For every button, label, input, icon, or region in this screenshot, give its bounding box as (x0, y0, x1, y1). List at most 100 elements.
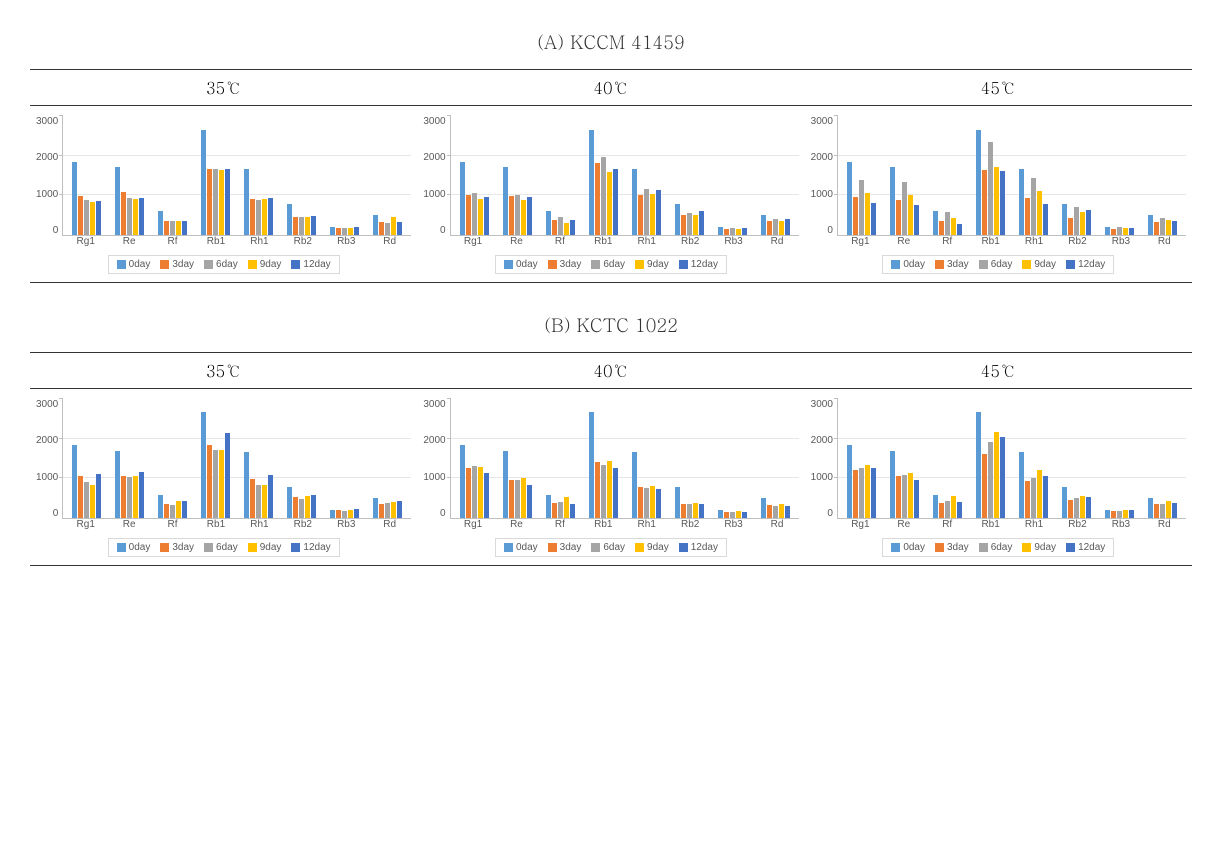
bar (1074, 207, 1079, 235)
bar (1068, 218, 1073, 235)
bar (687, 213, 692, 235)
x-tick-label: Rh1 (1012, 236, 1055, 247)
bar (847, 445, 852, 518)
legend-label: 3day (560, 259, 582, 270)
legend-swatch (979, 260, 988, 269)
bar (182, 501, 187, 518)
legend-swatch (291, 543, 300, 552)
bar (871, 468, 876, 518)
bar (348, 510, 353, 518)
y-tick-label: 1000 (36, 472, 58, 483)
bar (564, 497, 569, 518)
bar (121, 476, 126, 518)
gridline (63, 155, 411, 156)
x-tick-label: Rh1 (625, 236, 668, 247)
x-tick-label: Rf (538, 236, 581, 247)
legend-swatch (117, 543, 126, 552)
bar (207, 445, 212, 518)
bar (305, 496, 310, 518)
y-tick-label: 2000 (36, 152, 58, 163)
bar (908, 195, 913, 235)
legend-item: 6day (591, 259, 625, 270)
y-tick-label: 2000 (423, 152, 445, 163)
category-group (503, 451, 532, 518)
legend-item: 6day (204, 542, 238, 553)
bar (1086, 210, 1091, 235)
legend-swatch (591, 260, 600, 269)
x-tick-label: Rg1 (451, 236, 494, 247)
bar (853, 197, 858, 235)
bar (693, 503, 698, 518)
legend-swatch (248, 543, 257, 552)
x-tick-label: Rb3 (1099, 236, 1142, 247)
bar (650, 486, 655, 518)
bar (127, 198, 132, 235)
legend-swatch (1066, 543, 1075, 552)
category-group (589, 412, 618, 518)
x-tick-label: Rd (755, 519, 798, 530)
y-tick-label: 1000 (811, 189, 833, 200)
legend-label: 0day (903, 542, 925, 553)
legend-label: 0day (516, 542, 538, 553)
bar (1074, 498, 1079, 518)
category-group (201, 130, 230, 235)
bar (761, 215, 766, 235)
bar (250, 199, 255, 235)
legend-item: 12day (291, 542, 330, 553)
y-tick-label: 2000 (811, 435, 833, 446)
category-group (847, 162, 876, 235)
bar (96, 201, 101, 235)
temperature-label: 35℃ (30, 353, 417, 388)
y-tick-label: 1000 (811, 472, 833, 483)
x-tick-label: Rg1 (64, 519, 107, 530)
category-group (330, 509, 359, 518)
bar (472, 193, 477, 235)
bar (613, 169, 618, 235)
category-group (460, 445, 489, 518)
bar (158, 495, 163, 518)
bar (558, 217, 563, 235)
legend-label: 12day (303, 542, 330, 553)
x-tick-label: Re (107, 236, 150, 247)
bar (250, 479, 255, 518)
legend-label: 6day (991, 259, 1013, 270)
x-tick-label: Rh1 (238, 236, 281, 247)
bar (718, 510, 723, 518)
category-group (201, 412, 230, 518)
bar (767, 221, 772, 235)
x-tick-label: Rb3 (712, 519, 755, 530)
bar (84, 200, 89, 235)
bar (348, 228, 353, 235)
gridline (451, 155, 799, 156)
bar (1062, 204, 1067, 235)
bar (127, 477, 132, 518)
bar (736, 229, 741, 235)
legend-item: 0day (504, 542, 538, 553)
bar (890, 451, 895, 518)
bar (730, 512, 735, 518)
legend-item: 3day (548, 259, 582, 270)
bar (896, 200, 901, 235)
bar (595, 163, 600, 235)
bar (724, 229, 729, 235)
bar (293, 497, 298, 518)
bar (1031, 478, 1036, 518)
category-group (718, 510, 747, 518)
bar (871, 203, 876, 235)
chart-plot: 3000200010000 (423, 399, 798, 519)
legend-swatch (204, 543, 213, 552)
bar (570, 220, 575, 235)
chart-plot: 3000200010000 (423, 116, 798, 236)
legend-label: 9day (647, 259, 669, 270)
legend-label: 3day (560, 542, 582, 553)
bar (638, 195, 643, 235)
legend-item: 9day (1022, 259, 1056, 270)
bar (546, 495, 551, 518)
bar (330, 227, 335, 235)
bar (1160, 218, 1165, 235)
bar (632, 452, 637, 518)
legend-label: 12day (691, 542, 718, 553)
temperature-row: 35℃40℃45℃ (30, 70, 1192, 106)
chart-plot: 3000200010000 (811, 399, 1186, 519)
plot-area (62, 116, 411, 236)
